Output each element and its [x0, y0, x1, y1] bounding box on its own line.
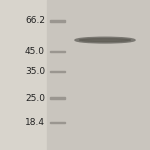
Bar	[50, 71, 64, 72]
Ellipse shape	[75, 37, 135, 43]
Text: 35.0: 35.0	[25, 67, 45, 76]
Bar	[50, 51, 64, 52]
Bar	[50, 97, 64, 99]
Text: 25.0: 25.0	[25, 94, 45, 103]
Text: 66.2: 66.2	[25, 16, 45, 26]
Ellipse shape	[80, 39, 130, 42]
Text: 45.0: 45.0	[25, 47, 45, 56]
Bar	[46, 0, 150, 150]
Bar	[50, 122, 64, 123]
Bar	[50, 20, 64, 22]
Text: 18.4: 18.4	[25, 118, 45, 127]
